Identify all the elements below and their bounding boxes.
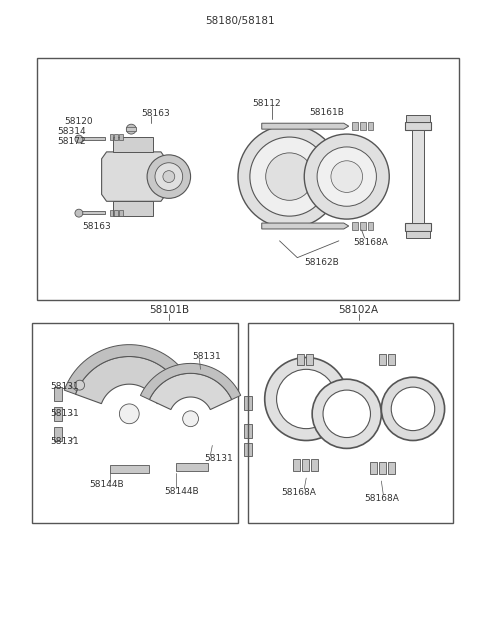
Polygon shape <box>176 463 208 471</box>
Polygon shape <box>82 211 105 214</box>
Circle shape <box>75 135 83 143</box>
Polygon shape <box>370 462 377 474</box>
Polygon shape <box>126 127 136 131</box>
Circle shape <box>147 155 191 198</box>
Polygon shape <box>352 222 358 230</box>
Polygon shape <box>368 222 373 230</box>
Polygon shape <box>311 459 318 471</box>
Polygon shape <box>114 134 119 140</box>
Text: 58168A: 58168A <box>281 488 316 498</box>
Polygon shape <box>244 396 252 410</box>
Circle shape <box>163 171 175 182</box>
Polygon shape <box>109 210 113 216</box>
Text: 58172: 58172 <box>57 136 86 146</box>
Text: 58102A: 58102A <box>338 305 379 315</box>
Text: 58131: 58131 <box>192 352 221 361</box>
Polygon shape <box>412 130 424 223</box>
Polygon shape <box>102 152 166 201</box>
Circle shape <box>75 209 83 217</box>
Polygon shape <box>306 354 313 365</box>
Polygon shape <box>113 137 153 152</box>
Bar <box>248 323 453 522</box>
Polygon shape <box>368 122 373 130</box>
Circle shape <box>183 411 199 427</box>
Circle shape <box>391 387 435 431</box>
Circle shape <box>381 378 444 441</box>
Circle shape <box>155 162 183 191</box>
Circle shape <box>75 380 84 390</box>
Polygon shape <box>293 459 300 471</box>
Polygon shape <box>379 354 386 365</box>
Text: 58131: 58131 <box>204 454 233 462</box>
Polygon shape <box>64 344 194 394</box>
Text: 58163: 58163 <box>82 221 110 231</box>
Circle shape <box>317 147 376 206</box>
Text: 58168A: 58168A <box>364 494 399 503</box>
Polygon shape <box>149 373 232 409</box>
Circle shape <box>238 125 341 228</box>
Polygon shape <box>405 223 431 231</box>
Text: 58120: 58120 <box>64 117 93 126</box>
Polygon shape <box>297 354 304 365</box>
Polygon shape <box>262 223 349 229</box>
Circle shape <box>120 404 139 424</box>
Text: 58180/58181: 58180/58181 <box>205 16 275 26</box>
Circle shape <box>304 134 389 219</box>
Text: 58161B: 58161B <box>309 108 344 117</box>
Circle shape <box>276 369 336 429</box>
Polygon shape <box>302 459 309 471</box>
Circle shape <box>174 380 184 390</box>
Circle shape <box>323 390 371 438</box>
Polygon shape <box>262 123 349 129</box>
Polygon shape <box>360 122 366 130</box>
Polygon shape <box>54 407 62 421</box>
Circle shape <box>331 161 362 192</box>
Text: 58168A: 58168A <box>354 238 388 248</box>
Circle shape <box>250 137 329 216</box>
Text: 58314: 58314 <box>57 127 86 136</box>
Text: 58131: 58131 <box>50 382 79 391</box>
Polygon shape <box>406 231 430 238</box>
Polygon shape <box>406 115 430 122</box>
Text: 58162B: 58162B <box>304 258 339 267</box>
Polygon shape <box>120 134 123 140</box>
Text: 58112: 58112 <box>252 99 280 108</box>
Text: 58144B: 58144B <box>164 488 199 496</box>
Polygon shape <box>141 363 241 399</box>
Polygon shape <box>352 122 358 130</box>
Circle shape <box>266 153 313 201</box>
Polygon shape <box>244 424 252 438</box>
Text: 58131: 58131 <box>50 437 79 446</box>
Circle shape <box>264 357 348 441</box>
Polygon shape <box>109 465 149 473</box>
Polygon shape <box>244 444 252 456</box>
Circle shape <box>126 124 136 134</box>
Polygon shape <box>54 427 62 441</box>
Polygon shape <box>114 210 119 216</box>
Text: 58144B: 58144B <box>90 481 124 489</box>
Polygon shape <box>388 462 395 474</box>
Polygon shape <box>54 387 62 401</box>
Polygon shape <box>379 462 386 474</box>
Polygon shape <box>120 210 123 216</box>
Polygon shape <box>388 354 395 365</box>
Circle shape <box>312 379 381 448</box>
Text: 58163: 58163 <box>141 109 170 118</box>
Bar <box>37 58 459 300</box>
Polygon shape <box>75 356 183 404</box>
Text: 58101B: 58101B <box>149 305 189 315</box>
Text: 58131: 58131 <box>50 409 79 418</box>
Polygon shape <box>113 201 153 216</box>
Polygon shape <box>405 122 431 130</box>
Polygon shape <box>360 222 366 230</box>
Polygon shape <box>109 134 113 140</box>
Polygon shape <box>82 137 105 140</box>
Bar <box>33 323 238 522</box>
